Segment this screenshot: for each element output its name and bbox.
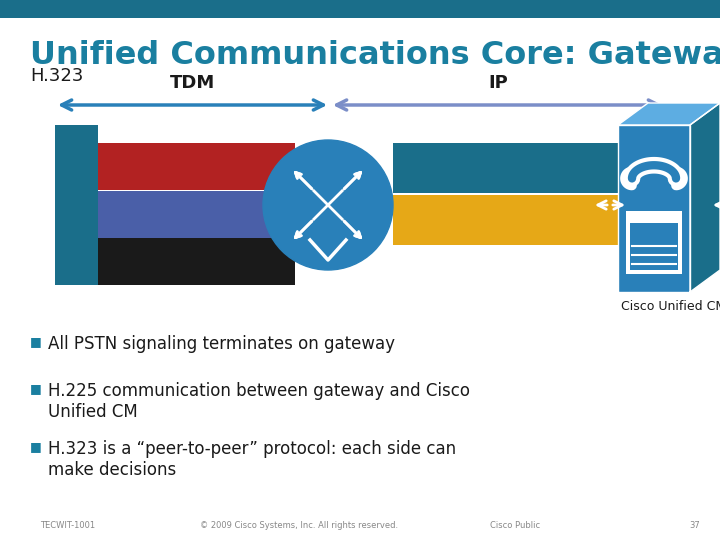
Text: H.225 communication between gateway and Cisco
Unified CM: H.225 communication between gateway and … (48, 382, 470, 421)
Text: Framing: Framing (108, 255, 166, 268)
FancyBboxPatch shape (626, 211, 682, 274)
Text: ■: ■ (30, 335, 42, 348)
Text: ■: ■ (30, 382, 42, 395)
Text: TECWIT-1001: TECWIT-1001 (40, 521, 95, 530)
Text: H.323: H.323 (30, 67, 84, 85)
Text: H.323 is a “peer-to-peer” protocol: each side can
make decisions: H.323 is a “peer-to-peer” protocol: each… (48, 440, 456, 479)
Text: PSTN: PSTN (68, 183, 84, 228)
FancyBboxPatch shape (98, 191, 295, 238)
FancyBboxPatch shape (393, 143, 618, 193)
FancyBboxPatch shape (630, 223, 678, 270)
FancyBboxPatch shape (618, 125, 690, 292)
Polygon shape (618, 103, 720, 125)
FancyBboxPatch shape (98, 238, 295, 285)
Text: All PSTN signaling terminates on gateway: All PSTN signaling terminates on gateway (48, 335, 395, 353)
FancyBboxPatch shape (55, 125, 98, 285)
Text: Layer 2: Layer 2 (108, 208, 160, 221)
Polygon shape (690, 103, 720, 292)
Text: TDM: TDM (169, 74, 215, 92)
Circle shape (263, 140, 393, 270)
Text: H.225: H.225 (430, 161, 476, 175)
Text: Cisco Public: Cisco Public (490, 521, 540, 530)
Text: ■: ■ (30, 440, 42, 453)
Text: PRI Layer 3: PRI Layer 3 (108, 160, 187, 173)
Text: H.245: H.245 (430, 213, 476, 227)
Text: © 2009 Cisco Systems, Inc. All rights reserved.: © 2009 Cisco Systems, Inc. All rights re… (200, 521, 398, 530)
Text: Cisco Unified CM: Cisco Unified CM (621, 300, 720, 313)
Text: 37: 37 (689, 521, 700, 530)
Text: Unified Communications Core: Gateways: Unified Communications Core: Gateways (30, 40, 720, 71)
FancyBboxPatch shape (393, 195, 618, 245)
FancyBboxPatch shape (98, 143, 295, 190)
FancyBboxPatch shape (0, 0, 720, 18)
Text: IP: IP (488, 74, 508, 92)
